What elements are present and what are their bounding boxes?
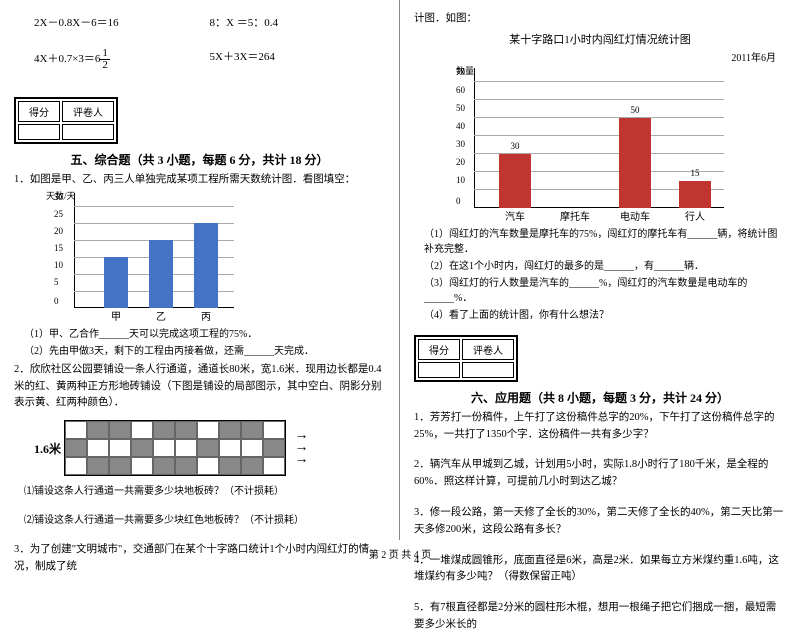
equation-1: 2X－0.8X－6＝16 <box>34 14 210 30</box>
q5-1: 1．如图是甲、乙、丙三人单独完成某项工程所需天数统计图．看图填空： <box>14 172 385 189</box>
section-6-title: 六、应用题（共 8 小题，每题 3 分，共计 24 分） <box>414 389 786 406</box>
section-5-title: 五、综合题（共 3 小题，每题 6 分，共计 18 分） <box>14 151 385 168</box>
q5-1a: （1）甲、乙合作______天可以完成这项工程的75%． <box>24 327 385 342</box>
q5-3-2: （2）在这1个小时内，闯红灯的最多的是______，有______辆． <box>424 259 786 274</box>
chart2-title: 某十字路口1小时内闯红灯情况统计图 <box>414 31 786 47</box>
chart-days: 天数/天 0 5 10 15 20 25 30 甲 乙 丙 <box>54 193 234 323</box>
score-box: 得分评卷人 <box>14 97 118 144</box>
equation-2: 8：X ＝5：0.4 <box>210 14 386 30</box>
q6-3: 3．修一段公路，第一天修了全长的30%，第二天修了全长的40%，第二天比第一天多… <box>414 505 786 539</box>
q5-3-4: （4）看了上面的统计图，你有什么想法？ <box>424 308 786 323</box>
q5-2b: ⑵铺设这条人行通道一共需要多少块红色地板砖？（不计损耗） <box>24 513 385 528</box>
page-footer: 第 2 页 共 4 页 <box>0 546 800 561</box>
q5-3-3: （3）闯红灯的行人数量是汽车的______%，闯红灯的汽车数量是电动车的____… <box>424 276 786 306</box>
chart-redlight: 数量 0 10 20 30 40 50 60 70 30 50 15 汽车 摩托… <box>444 68 724 223</box>
score-box-2: 得分评卷人 <box>414 335 518 382</box>
chart2-date: 2011年6月 <box>414 49 776 64</box>
q5-2: 2．欣欣社区公园要铺设一条人行通道，通道长80米，宽1.6米．现用边长都是0.4… <box>14 362 385 412</box>
q6-5: 5．有7根直径都是2分米的圆柱形木棍，想用一根绳子把它们捆成一捆，最短需要多少米… <box>414 600 786 634</box>
q5-3-cont: 计图．如图： <box>414 11 786 28</box>
equation-3: 4X＋0.7×3＝612 <box>34 48 210 71</box>
q5-1b: （2）先由甲做3天，剩下的工程由丙接着做，还需______天完成． <box>24 344 385 359</box>
q5-3-1: （1）闯红灯的汽车数量是摩托车的75%，闯红灯的摩托车有______辆，将统计图… <box>424 227 786 257</box>
q5-2a: ⑴铺设这条人行通道一共需要多少块地板砖？（不计损耗） <box>24 484 385 499</box>
walkway-diagram: 1.6米 →→→ <box>34 420 385 476</box>
q6-1: 1．芳芳打一份稿件，上午打了这份稿件总字的20%，下午打了这份稿件总字的25%，… <box>414 410 786 444</box>
q6-2: 2．辆汽车从甲城到乙城，计划用5小时，实际1.8小时行了180千米，是全程的60… <box>414 457 786 491</box>
equation-4: 5X＋3X＝264 <box>210 48 386 71</box>
